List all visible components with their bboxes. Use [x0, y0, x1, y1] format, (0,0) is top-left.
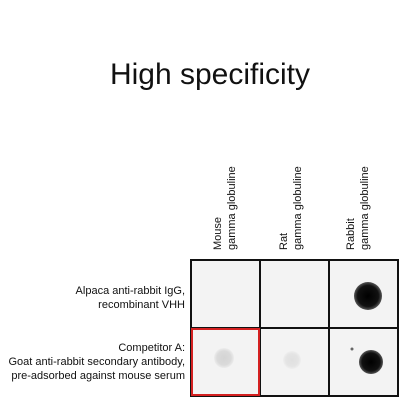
column-label: gamma globuline [292, 166, 304, 250]
dot [214, 348, 234, 368]
title: High specificity [110, 58, 310, 91]
dot [354, 282, 382, 310]
column-label: gamma globuline [359, 166, 371, 250]
highlight [191, 328, 260, 396]
column-label: gamma globuline [226, 166, 238, 250]
speck [350, 347, 354, 351]
row-label: Alpaca anti-rabbit IgG, [76, 285, 185, 297]
column-label: Mouse [212, 217, 224, 250]
cell [259, 259, 330, 329]
column-label: Rabbit [345, 218, 357, 250]
row-label: Goat anti-rabbit secondary antibody, [8, 356, 185, 368]
row-label: pre-adsorbed against mouse serum [11, 370, 185, 382]
row-label: recombinant VHH [98, 299, 185, 311]
column-label: Rat [278, 233, 290, 250]
dot [359, 350, 383, 374]
cell [190, 259, 261, 329]
row-label: Competitor A: [118, 342, 185, 354]
blot-grid [190, 259, 399, 397]
dot [283, 351, 301, 369]
